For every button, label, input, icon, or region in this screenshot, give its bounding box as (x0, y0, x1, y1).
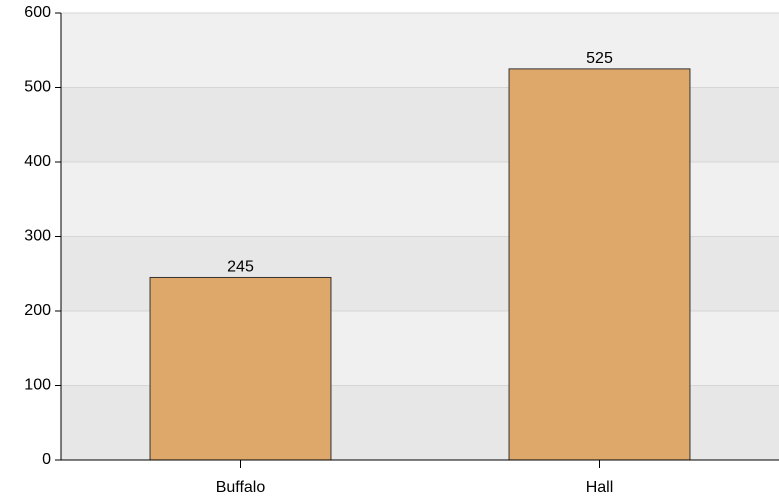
value-label: 525 (586, 50, 613, 67)
y-tick-label: 200 (24, 302, 51, 319)
x-tick-label: Hall (586, 479, 614, 496)
y-tick-label: 400 (24, 153, 51, 170)
value-label: 245 (227, 259, 254, 276)
y-tick-label: 100 (24, 377, 51, 394)
y-tick-label: 0 (42, 451, 51, 468)
y-tick-label: 500 (24, 79, 51, 96)
bar (149, 276, 332, 461)
y-tick-label: 300 (24, 228, 51, 245)
x-tick-label: Buffalo (216, 479, 266, 496)
bar (508, 68, 691, 461)
y-tick-label: 600 (24, 4, 51, 21)
